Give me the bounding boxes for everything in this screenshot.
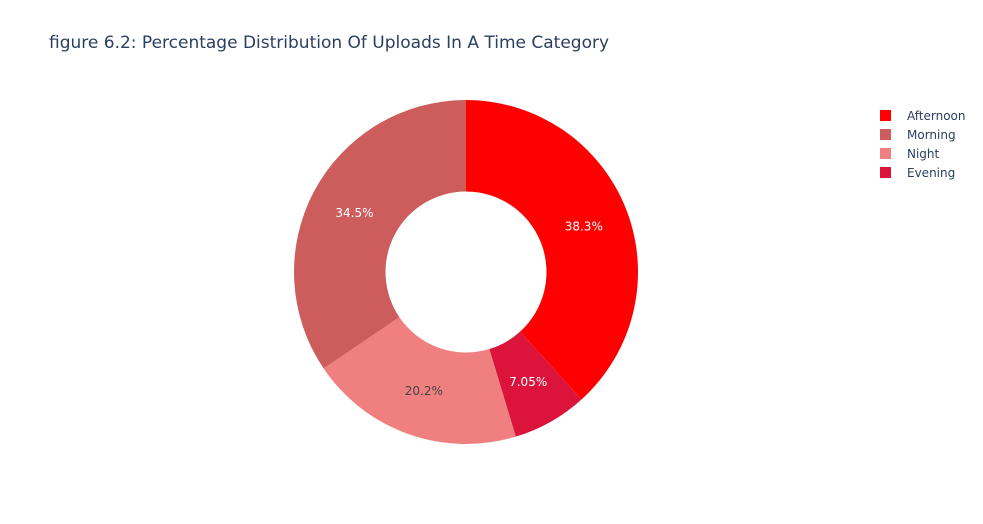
slice-label-afternoon: 38.3% xyxy=(565,220,603,234)
legend-swatch xyxy=(880,110,891,121)
slice-label-morning: 34.5% xyxy=(335,206,373,220)
legend-item-afternoon[interactable]: Afternoon xyxy=(880,106,966,125)
slice-evening[interactable] xyxy=(489,331,582,437)
legend-item-morning[interactable]: Morning xyxy=(880,125,966,144)
legend-label: Morning xyxy=(907,127,956,142)
legend-swatch xyxy=(880,129,891,140)
legend-item-night[interactable]: Night xyxy=(880,144,966,163)
legend-swatch xyxy=(880,167,891,178)
chart-title: figure 6.2: Percentage Distribution Of U… xyxy=(49,33,610,53)
slice-label-evening: 7.05% xyxy=(509,375,547,389)
legend-label: Night xyxy=(907,146,940,161)
slice-labels-layer: 38.3% 7.05% 20.2% 34.5% xyxy=(335,206,602,398)
slices-layer xyxy=(294,100,638,444)
legend-swatch xyxy=(880,148,891,159)
legend: Afternoon Morning Night Evening xyxy=(880,106,966,182)
slice-morning[interactable] xyxy=(294,100,466,369)
legend-label: Evening xyxy=(907,165,956,180)
slice-night[interactable] xyxy=(323,317,516,444)
legend-item-evening[interactable]: Evening xyxy=(880,163,966,182)
legend-label: Afternoon xyxy=(907,108,966,123)
slice-label-night: 20.2% xyxy=(405,384,443,398)
slice-afternoon[interactable] xyxy=(466,100,638,400)
